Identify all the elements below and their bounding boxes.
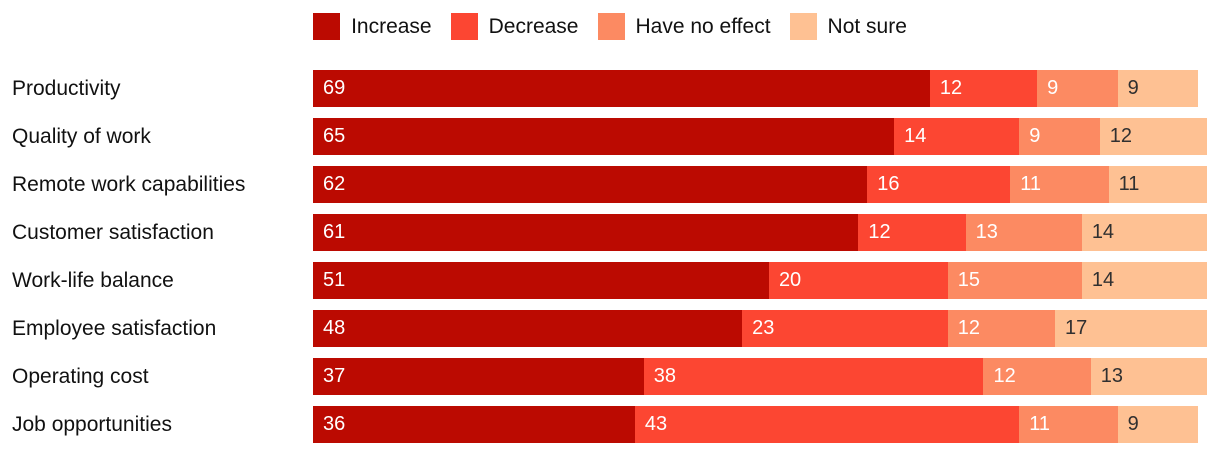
bar-track: 51 20 15 14 (313, 262, 1207, 299)
legend-label: Increase (351, 14, 432, 38)
legend-item-increase: Increase (313, 13, 432, 40)
bar-row: Job opportunities 36 43 11 9 (0, 406, 1220, 443)
bar-track: 65 14 9 12 (313, 118, 1207, 155)
category-label: Productivity (12, 76, 121, 100)
bar-segment-decrease: 16 (867, 166, 1011, 203)
category-label: Employee satisfaction (12, 316, 217, 340)
bar-segment-decrease: 14 (894, 118, 1020, 155)
legend-item-decrease: Decrease (450, 13, 579, 40)
category-label: Work-life balance (12, 268, 174, 292)
bar-segment-have-no-effect: 12 (947, 310, 1055, 347)
bar-segment-not-sure: 14 (1081, 214, 1207, 251)
bar-segment-increase: 48 (313, 310, 743, 347)
bar-row: Remote work capabilities 62 16 11 11 (0, 166, 1220, 203)
bar-segment-not-sure: 17 (1054, 310, 1207, 347)
bar-segment-not-sure: 13 (1090, 358, 1207, 395)
bar-chart: Productivity 69 12 9 9 Quality of work 65 14 9 12… (0, 70, 1220, 454)
bar-track: 37 38 12 13 (313, 358, 1207, 395)
bar-row: Quality of work 65 14 9 12 (0, 118, 1220, 155)
bar-segment-not-sure: 9 (1117, 406, 1199, 443)
bar-segment-have-no-effect: 13 (965, 214, 1082, 251)
bar-segment-increase: 62 (313, 166, 868, 203)
legend: Increase Decrease Have no effect Not sure (0, 13, 1220, 40)
bar-segment-decrease: 20 (768, 262, 948, 299)
bar-segment-have-no-effect: 12 (983, 358, 1091, 395)
bar-segment-not-sure: 14 (1081, 262, 1207, 299)
bar-segment-decrease: 38 (643, 358, 984, 395)
bar-track: 62 16 11 11 (313, 166, 1207, 203)
bar-segment-increase: 51 (313, 262, 769, 299)
bar-track: 61 12 13 14 (313, 214, 1207, 251)
legend-label: Have no effect (635, 14, 771, 38)
bar-row: Employee satisfaction 48 23 12 17 (0, 310, 1220, 347)
category-label: Quality of work (12, 124, 151, 148)
legend-label: Decrease (488, 14, 579, 38)
bar-segment-decrease: 12 (858, 214, 966, 251)
bar-segment-decrease: 43 (634, 406, 1020, 443)
bar-segment-have-no-effect: 9 (1037, 70, 1118, 107)
bar-segment-not-sure: 11 (1108, 166, 1207, 203)
category-label: Customer satisfaction (12, 220, 214, 244)
bar-segment-not-sure: 12 (1099, 118, 1207, 155)
bar-segment-decrease: 23 (742, 310, 948, 347)
bar-segment-increase: 61 (313, 214, 859, 251)
bar-track: 69 12 9 9 (313, 70, 1207, 107)
bar-segment-increase: 37 (313, 358, 644, 395)
bar-segment-have-no-effect: 11 (1019, 406, 1118, 443)
bar-segment-increase: 69 (313, 70, 930, 107)
bar-segment-have-no-effect: 15 (947, 262, 1082, 299)
bar-segment-increase: 65 (313, 118, 895, 155)
bar-segment-decrease: 12 (929, 70, 1038, 107)
bar-segment-have-no-effect: 9 (1019, 118, 1100, 155)
bar-segment-increase: 36 (313, 406, 635, 443)
legend-item-not-sure: Not sure (789, 13, 907, 40)
legend-swatch-icon (597, 13, 625, 40)
legend-item-have-no-effect: Have no effect (597, 13, 771, 40)
bar-track: 48 23 12 17 (313, 310, 1207, 347)
bar-row: Operating cost 37 38 12 13 (0, 358, 1220, 395)
bar-segment-not-sure: 9 (1117, 70, 1199, 107)
bar-track: 36 43 11 9 (313, 406, 1207, 443)
bar-segment-have-no-effect: 11 (1010, 166, 1109, 203)
legend-swatch-icon (313, 13, 341, 40)
legend-swatch-icon (450, 13, 478, 40)
category-label: Remote work capabilities (12, 172, 246, 196)
legend-swatch-icon (789, 13, 817, 40)
bar-row: Productivity 69 12 9 9 (0, 70, 1220, 107)
legend-label: Not sure (827, 14, 907, 38)
bar-row: Work-life balance 51 20 15 14 (0, 262, 1220, 299)
category-label: Operating cost (12, 364, 149, 388)
bar-row: Customer satisfaction 61 12 13 14 (0, 214, 1220, 251)
category-label: Job opportunities (12, 412, 172, 436)
